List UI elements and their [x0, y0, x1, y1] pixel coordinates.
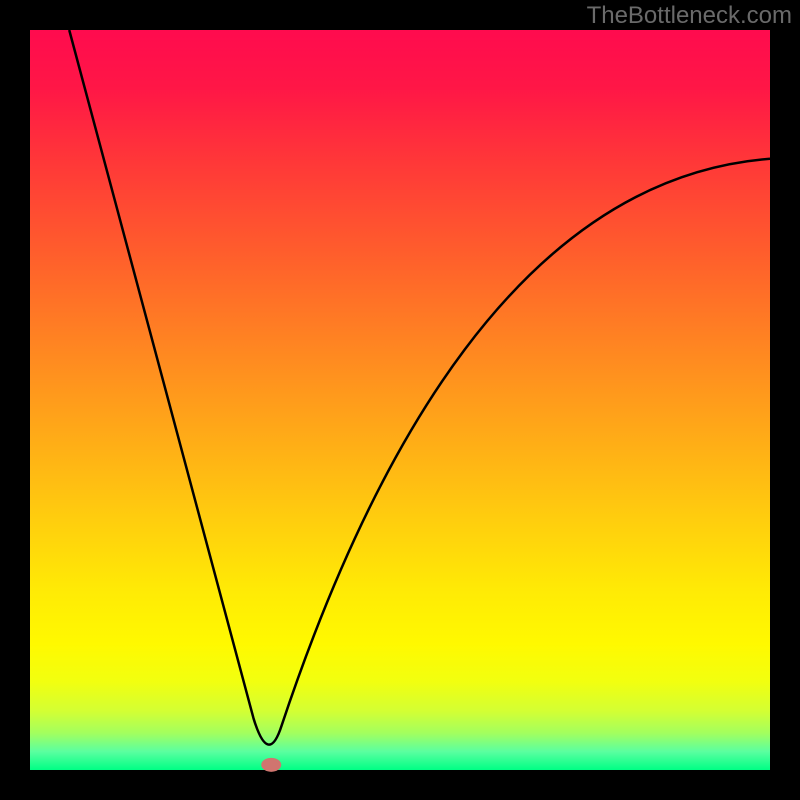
- chart-root: TheBottleneck.com: [0, 0, 800, 800]
- optimal-marker: [261, 758, 281, 772]
- watermark-text: TheBottleneck.com: [587, 2, 792, 30]
- plot-background: [30, 30, 770, 770]
- chart-svg: [0, 0, 800, 800]
